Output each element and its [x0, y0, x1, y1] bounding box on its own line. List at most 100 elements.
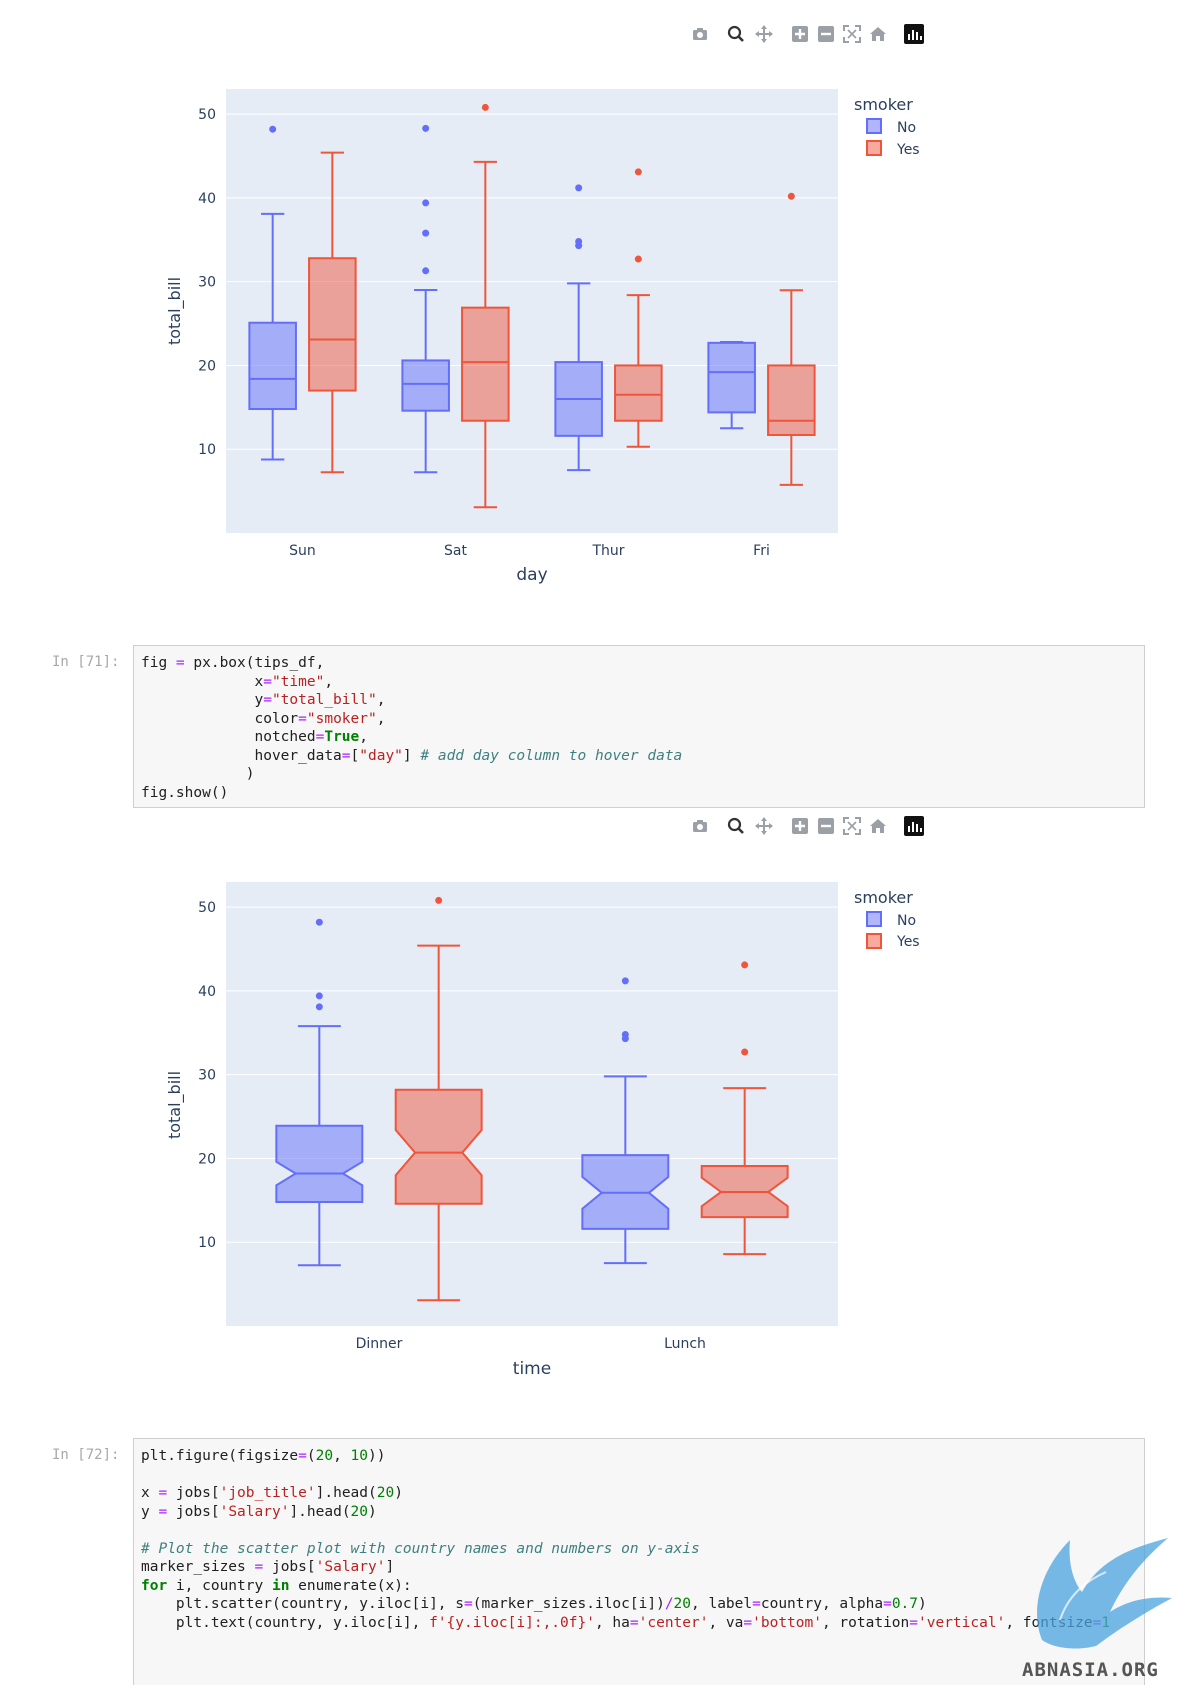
zoom-out-icon[interactable]: [816, 816, 836, 836]
zoom-in-icon[interactable]: [790, 24, 810, 44]
pan-icon[interactable]: [754, 24, 774, 44]
x-axis-title: time: [513, 1359, 551, 1379]
box-yes-thur: [614, 168, 663, 448]
reset-axes-icon[interactable]: [868, 816, 888, 836]
zoom-in-icon[interactable]: [790, 816, 810, 836]
box-body: [614, 364, 663, 422]
box-no-fri: [707, 340, 756, 430]
legend-swatch-yes: [866, 933, 882, 949]
legend-item-yes[interactable]: Yes: [866, 933, 920, 950]
legend-label-no: No: [897, 913, 916, 929]
outlier-point: [435, 896, 443, 904]
box-yes-fri: [767, 192, 816, 486]
code-line: for i, country in enumerate(x):: [141, 1577, 412, 1594]
box-body: [308, 257, 357, 392]
outlier-point: [422, 124, 430, 132]
modebar-plot-1: [690, 24, 930, 46]
box-no-lunch: [581, 977, 670, 1265]
x-tick-label: Dinner: [356, 1336, 403, 1352]
outlier-point: [422, 229, 430, 237]
code-block-71[interactable]: fig = px.box(tips_df, x="time", y="total…: [134, 646, 1144, 810]
plotly-logo[interactable]: [904, 24, 924, 44]
legend-label-no: No: [897, 120, 916, 136]
outlier-point: [315, 992, 323, 1000]
box-no-thur: [554, 184, 603, 472]
code-line: x = jobs['job_title'].head(20): [141, 1485, 403, 1501]
plotly-logo[interactable]: [904, 816, 924, 836]
camera-icon[interactable]: [690, 24, 710, 44]
y-axis-title: total_bill: [165, 277, 185, 345]
legend-title: smoker: [854, 888, 913, 907]
outlier-point: [621, 1030, 629, 1038]
cell-prompt-71: In [71]:: [52, 654, 120, 670]
pan-icon[interactable]: [754, 816, 774, 836]
code-line: marker_sizes = jobs['Salary']: [141, 1559, 395, 1575]
box-yes-lunch: [700, 961, 789, 1256]
code-line: y="total_bill",: [141, 692, 386, 708]
code-line: hover_data=["day"] # add day column to h…: [141, 747, 683, 764]
autoscale-icon[interactable]: [842, 24, 862, 44]
legend-label-yes: Yes: [896, 934, 920, 950]
y-tick-label: 40: [198, 984, 216, 1000]
legend-swatch-yes: [866, 140, 882, 156]
x-tick-label: Thur: [591, 543, 624, 559]
legend-item-no[interactable]: No: [866, 911, 916, 929]
code-line: x="time",: [141, 673, 334, 690]
box-body: [401, 359, 450, 412]
outlier-point: [575, 237, 583, 245]
plot-1-svg[interactable]: 10 20 30 40 50 Sun Sat Thur Fri day total_bill s…: [0, 0, 1190, 585]
code-line: notched=True,: [141, 729, 368, 745]
outlier-point: [634, 255, 642, 263]
y-tick-label: 30: [198, 1068, 216, 1084]
box-body: [248, 321, 297, 411]
box-body: [767, 364, 816, 436]
legend-swatch-no: [866, 911, 882, 927]
legend: smoker No Yes: [854, 888, 920, 950]
outlier-point: [315, 1003, 323, 1011]
reset-axes-icon[interactable]: [868, 24, 888, 44]
box-body: [394, 1088, 483, 1205]
y-tick-label: 10: [198, 1235, 216, 1251]
legend-label-yes: Yes: [896, 142, 920, 158]
legend-item-yes[interactable]: Yes: [866, 140, 920, 158]
code-line: ): [141, 766, 255, 782]
box-plot-by-day: 10 20 30 40 50 Sun Sat Thur Fri day total_bill s…: [0, 0, 1190, 585]
box-body: [461, 306, 510, 422]
code-line: fig = px.box(tips_df,: [141, 655, 325, 671]
zoom-out-icon[interactable]: [816, 24, 836, 44]
y-tick-label: 10: [198, 442, 216, 458]
y-axis-title: total_bill: [165, 1071, 185, 1139]
zoom-icon[interactable]: [726, 24, 746, 44]
y-tick-label: 20: [198, 1151, 216, 1167]
code-line: color="smoker",: [141, 710, 386, 727]
code-cell-72[interactable]: plt.figure(figsize=(20, 10)) x = jobs['j…: [133, 1438, 1145, 1685]
plot-area[interactable]: [226, 882, 838, 1326]
outlier-point: [634, 168, 642, 176]
box-no-dinner: [275, 918, 364, 1267]
outlier-point: [741, 1048, 749, 1056]
plot-2-svg[interactable]: 10 20 30 40 50 Dinner Lunch time total_bill sm…: [0, 792, 1190, 1412]
outlier-point: [422, 267, 430, 275]
box-body: [707, 341, 756, 414]
x-tick-label: Lunch: [664, 1336, 706, 1352]
legend: smoker No Yes: [854, 95, 920, 158]
x-axis-title: day: [516, 565, 547, 585]
y-tick-label: 50: [198, 900, 216, 916]
legend-item-no[interactable]: No: [866, 118, 916, 136]
x-tick-label: Sat: [444, 543, 467, 559]
outlier-point: [481, 103, 489, 111]
camera-icon[interactable]: [690, 816, 710, 836]
outlier-point: [422, 199, 430, 207]
x-tick-label: Fri: [753, 543, 770, 559]
outlier-point: [269, 125, 277, 133]
y-tick-label: 40: [198, 191, 216, 207]
outlier-point: [575, 184, 583, 192]
code-line: plt.figure(figsize=(20, 10)): [141, 1448, 386, 1464]
zoom-icon[interactable]: [726, 816, 746, 836]
watermark-logo: ABNASIA.ORG: [1010, 1500, 1190, 1684]
autoscale-icon[interactable]: [842, 816, 862, 836]
code-cell-71[interactable]: fig = px.box(tips_df, x="time", y="total…: [133, 645, 1145, 808]
y-tick-label: 20: [198, 358, 216, 374]
code-block-72[interactable]: plt.figure(figsize=(20, 10)) x = jobs['j…: [134, 1439, 1144, 1640]
modebar-plot-2: [690, 816, 930, 838]
